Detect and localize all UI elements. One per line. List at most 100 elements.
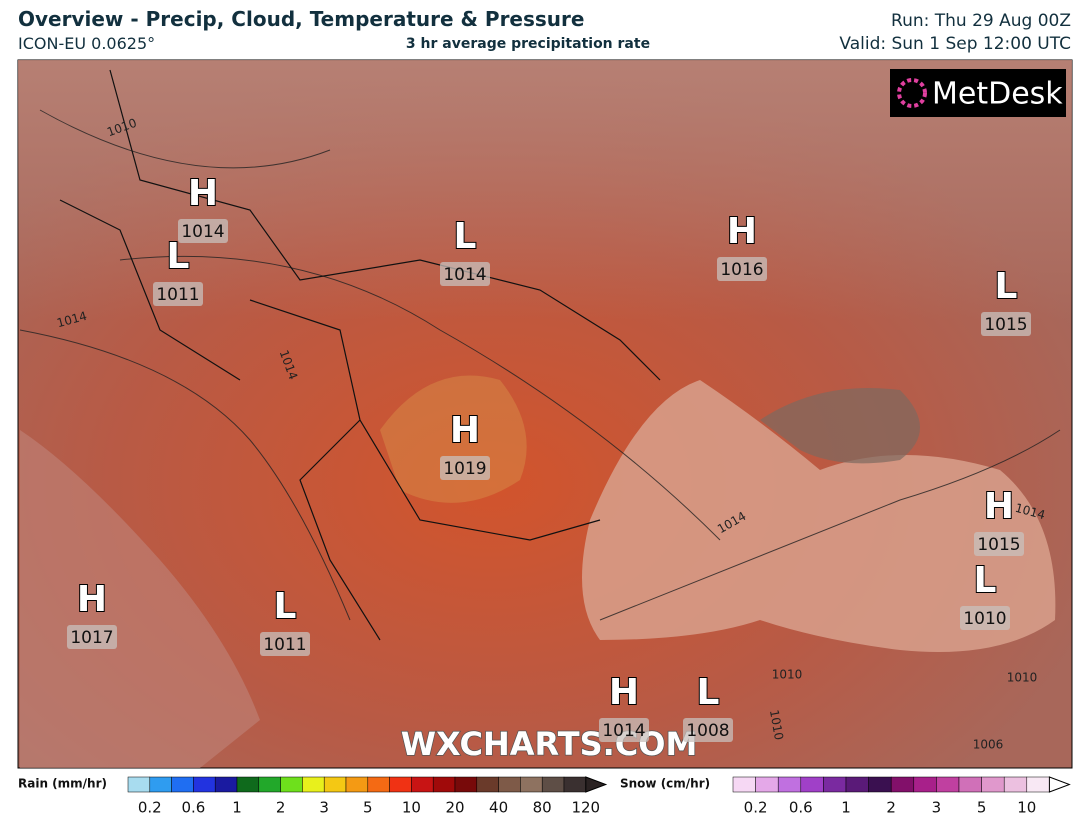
snow-tick-label: 2 [886,799,896,817]
center-pressure: 1014 [181,222,224,242]
adriatic-sea [20,430,260,768]
center-label-box [440,456,490,480]
rain-tick-label: 0.6 [181,799,205,817]
center-letter: L [995,266,1018,307]
snow-tick-label: 0.6 [789,799,813,817]
rain-color-bin [149,776,172,793]
rain-color-bin [541,776,565,793]
rain-color-bin [171,776,194,793]
center-pressure: 1019 [443,459,486,479]
model: ICON-EU 0.0625° [18,34,155,53]
black-sea [582,380,1056,652]
center-label-box [440,262,490,286]
snow-tick-label: 5 [977,799,987,817]
center-pressure: 1008 [686,721,729,741]
logo: MetDesk [890,69,1066,117]
logo-box [890,69,1066,117]
snow-color-bin [800,776,824,793]
sea-of-azov [760,388,920,464]
center-pressure: 1015 [984,315,1027,335]
center-pressure: 1011 [156,285,199,305]
center-letter: H [984,486,1014,527]
center-label-box [974,532,1024,556]
center-pressure: 1010 [963,609,1006,629]
center-letter: L [974,560,997,601]
rain-color-bin [520,776,543,793]
snow-tick-label: 10 [1017,799,1036,817]
rain-color-bin [323,776,347,793]
rain-color-bin [214,776,238,793]
rain-color-bin [498,776,521,793]
rain-tick-label: 1 [232,799,242,817]
snow-color-bin [890,776,915,793]
rain-color-bin [258,776,281,793]
center-pressure: 1015 [977,535,1020,555]
rain-color-bin [236,776,260,793]
center-label-box [153,282,203,306]
snow-color-bin [777,776,802,793]
rain-color-bin [476,776,499,793]
center-letter: H [77,579,107,620]
center-letter: L [697,672,720,713]
snow-color-bin [755,776,779,793]
snow-legend-label: Snow (cm/hr) [620,777,710,791]
snow-color-bin [981,776,1005,793]
rain-color-bin [432,776,456,793]
snow-color-bin [732,776,756,793]
rain-tick-label: 40 [489,799,508,817]
center-letter: H [727,211,757,252]
snow-color-bin [868,776,892,793]
isobar-label: 1010 [772,668,803,682]
center-label-box [960,606,1010,630]
snow-color-bin [936,776,960,793]
logo-mark [897,78,927,108]
logo-text: MetDesk [932,77,1063,112]
isobar-label: 1010 [767,709,786,742]
legend: Rain (mm/hr) 0.2 0.6 1 2 3 5 10 20 40 80 120 Snow (c… [18,776,1071,817]
center-label-box [981,312,1031,336]
rain-color-bin [345,776,369,793]
map [17,59,1073,769]
snow-tick-label: 1 [841,799,851,817]
rain-color-bin [411,776,434,793]
center-label-box [67,625,117,649]
rain-color-bin [302,776,325,793]
snow-color-bin [1026,776,1050,793]
center-pressure: 1017 [70,628,113,648]
center-label-box [717,257,767,281]
isobar-label: 1010 [1007,671,1038,685]
watermark: WXCHARTS.COM [401,725,698,763]
snow-tick-label: 0.2 [744,799,768,817]
center-letter: L [454,216,477,257]
center-pressure: 1014 [443,265,486,285]
rain-legend-label: Rain (mm/hr) [18,777,107,791]
borders [59,69,661,641]
center-letter: H [450,410,480,451]
run-time: Run: Thu 29 Aug 00Z [891,11,1071,31]
rain-color-bin [193,776,216,793]
rain-color-bin [454,776,478,793]
rain-color-bin [389,776,412,793]
rain-color-bin [280,776,303,793]
center-letter: L [167,236,190,277]
center-label-box [260,632,310,656]
center-pressure: 1011 [263,635,306,655]
center-letter: L [274,586,297,627]
rain-tick-label: 20 [445,799,464,817]
snow-color-bin [958,776,982,793]
rain-tick-label: 80 [533,799,552,817]
snow-color-bin [823,776,847,793]
center-label-box [683,718,733,742]
center-pressure: 1016 [720,260,763,280]
snow-color-bin [1003,776,1028,793]
subtitle: 3 hr average precipitation rate [406,36,650,52]
center-letter: H [188,173,218,214]
rain-tick-label: 3 [319,799,329,817]
rain-legend-arrow [585,776,608,793]
valid-time: Valid: Sun 1 Sep 12:00 UTC [839,34,1071,54]
center-letter: H [609,672,639,713]
isobars [19,109,1061,621]
rain-tick-label: 120 [571,799,600,817]
title: Overview - Precip, Cloud, Temperature & … [18,7,584,31]
